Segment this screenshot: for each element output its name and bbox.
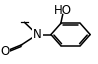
Text: O: O: [0, 45, 10, 58]
Text: N: N: [33, 28, 42, 41]
Text: HO: HO: [54, 4, 72, 17]
